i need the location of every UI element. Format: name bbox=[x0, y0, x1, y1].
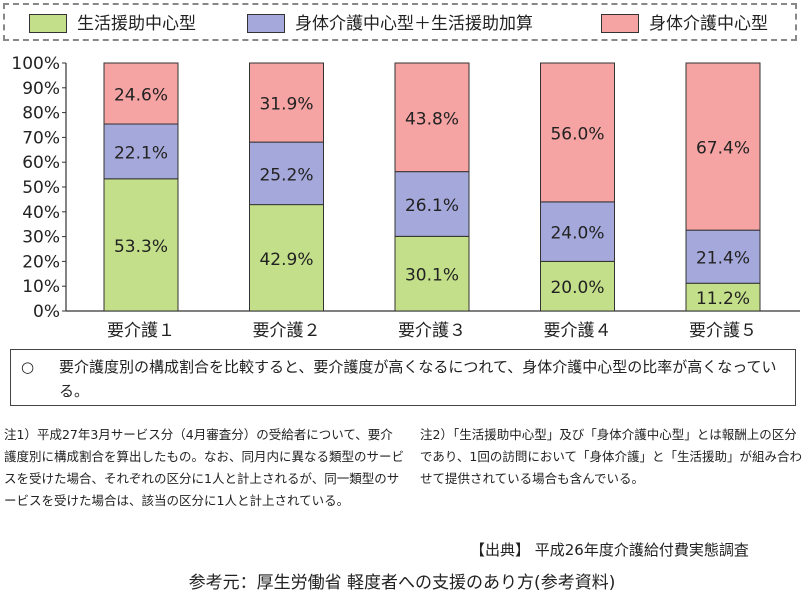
y-tick-label: 60% bbox=[22, 153, 60, 173]
footnote-1-body: 平成27年3月サービス分（4月審査分）の受給者について、要介護度別に構成割合を算… bbox=[4, 427, 405, 508]
data-label: 24.0% bbox=[550, 224, 604, 244]
bar-segment bbox=[540, 62, 615, 203]
bar-segment bbox=[685, 62, 761, 231]
data-label: 22.1% bbox=[114, 143, 168, 163]
chart-legend: 生活援助中心型 身体介護中心型＋生活援助加算 身体介護中心型 bbox=[3, 3, 797, 41]
bar-segment bbox=[540, 201, 615, 262]
data-label: 56.0% bbox=[550, 124, 604, 144]
data-label: 24.6% bbox=[114, 86, 168, 106]
y-tick-label: 10% bbox=[22, 277, 60, 297]
x-tick-label: 要介護１ bbox=[107, 321, 175, 341]
y-tick-label: 50% bbox=[22, 178, 60, 198]
legend-swatch-series-2 bbox=[601, 14, 639, 33]
y-tick-label: 20% bbox=[22, 252, 60, 272]
y-tick-label: 40% bbox=[22, 203, 60, 223]
summary-bullet: ○ bbox=[21, 358, 35, 376]
data-label: 25.2% bbox=[259, 165, 313, 185]
legend-label-series-2: 身体介護中心型 bbox=[649, 14, 768, 34]
data-label: 31.9% bbox=[259, 95, 313, 115]
y-tick-label: 70% bbox=[22, 128, 60, 148]
data-label: 26.1% bbox=[405, 196, 459, 216]
bar-segment bbox=[394, 235, 470, 312]
x-tick-label: 要介護２ bbox=[253, 321, 321, 341]
bar-segment bbox=[394, 171, 470, 237]
stacked-bar-chart: 0% 10% 20% 30% 40% 50% 60% 70% 80% 90% 100% 53.3% 22… bbox=[11, 54, 800, 341]
y-tick-label: 0% bbox=[33, 302, 60, 322]
bar-segment bbox=[249, 62, 324, 143]
bar-segment bbox=[394, 62, 470, 173]
data-label: 67.4% bbox=[696, 139, 750, 159]
source-credit: 【出典】 平成26年度介護給付費実態調査 bbox=[470, 541, 749, 559]
legend-label-series-1: 身体介護中心型＋生活援助加算 bbox=[295, 14, 533, 34]
y-tick-label: 90% bbox=[22, 79, 60, 99]
legend-swatch-series-1 bbox=[247, 14, 285, 33]
footnote-2-head: 注2） bbox=[420, 427, 453, 442]
data-label: 42.9% bbox=[259, 250, 313, 270]
bar-segment bbox=[249, 204, 324, 312]
summary-box: ○ 要介護度別の構成割合を比較すると、要介護度が高くなるにつれて、身体介護中心型… bbox=[10, 349, 796, 406]
data-label: 30.1% bbox=[405, 266, 459, 286]
y-tick-label: 100% bbox=[11, 54, 60, 74]
y-tick-label: 30% bbox=[22, 228, 60, 248]
data-label: 11.2% bbox=[696, 289, 750, 309]
data-label: 43.8% bbox=[405, 109, 459, 129]
bar-segment bbox=[685, 229, 761, 284]
x-tick-label: 要介護４ bbox=[544, 321, 612, 341]
bar-segment bbox=[103, 62, 179, 125]
data-label: 20.0% bbox=[550, 278, 604, 298]
footnote-1: 注1）平成27年3月サービス分（4月審査分）の受給者について、要介護度別に構成割… bbox=[4, 424, 404, 512]
legend-swatch-series-0 bbox=[29, 14, 67, 33]
data-label: 53.3% bbox=[114, 237, 168, 257]
reference-credit: 参考元：厚生労働省 軽度者への支援のあり方(参考資料) bbox=[188, 573, 616, 593]
footnote-2-body: 「生活援助中心型」及び「身体介護中心型」とは報酬上の区分であり、1回の訪問におい… bbox=[420, 427, 802, 486]
footnote-1-head: 注1） bbox=[4, 427, 37, 442]
x-tick-label: 要介護５ bbox=[689, 321, 757, 341]
bar-segment bbox=[103, 178, 179, 312]
footnote-2: 注2）「生活援助中心型」及び「身体介護中心型」とは報酬上の区分であり、1回の訪問… bbox=[420, 424, 802, 490]
data-label: 21.4% bbox=[696, 249, 750, 269]
bar-segment bbox=[249, 141, 324, 206]
y-tick-label: 80% bbox=[22, 104, 60, 124]
legend-label-series-0: 生活援助中心型 bbox=[77, 14, 196, 34]
x-tick-label: 要介護３ bbox=[398, 321, 466, 341]
summary-text: 要介護度別の構成割合を比較すると、要介護度が高くなるにつれて、身体介護中心型の比… bbox=[59, 358, 777, 400]
